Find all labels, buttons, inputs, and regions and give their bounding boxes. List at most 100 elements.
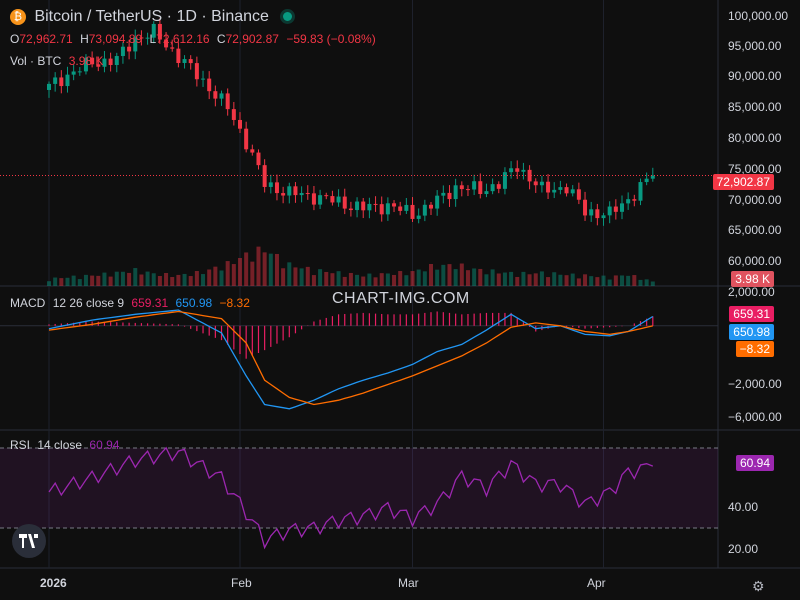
candle-body	[404, 204, 409, 211]
macd-signal-tag: −8.32	[735, 341, 774, 357]
macd-line	[48, 309, 654, 410]
candle-body	[108, 58, 113, 66]
ohlc-h-label: H	[80, 32, 89, 46]
volume-bar	[262, 252, 267, 286]
volume-bar	[552, 272, 557, 286]
volume-bar	[650, 281, 655, 286]
volume-bar	[299, 268, 304, 286]
candle-body	[157, 23, 162, 40]
volume-bar	[120, 271, 125, 286]
volume-bar	[287, 262, 292, 286]
ohlc-open: 72,962.71	[19, 32, 73, 46]
candle-body	[447, 192, 452, 200]
candle-body	[619, 203, 625, 212]
volume-bar	[589, 276, 594, 286]
candle-body	[201, 78, 206, 80]
candle-body	[151, 23, 156, 38]
volume-bar	[139, 274, 144, 286]
volume-bar	[619, 275, 625, 286]
chart-title-bar: ₿ Bitcoin / TetherUS · 1D · Binance	[10, 8, 296, 26]
volume-bar	[632, 275, 637, 286]
volume-bar	[527, 274, 532, 286]
candle-body	[478, 181, 483, 195]
price-tick: 90,000.00	[728, 69, 782, 83]
volume-bar	[151, 273, 156, 286]
volume-bar	[379, 273, 384, 286]
candle-body	[213, 91, 218, 99]
ohlc-o-label: O	[10, 32, 20, 46]
volume-bar	[348, 272, 353, 286]
volume-bar	[558, 274, 563, 286]
candle-body	[194, 63, 199, 80]
volume-bar	[355, 274, 360, 286]
rsi-band-background	[0, 448, 718, 528]
volume-bar	[176, 274, 181, 286]
candle-body	[164, 39, 169, 48]
volume-bar	[114, 271, 119, 286]
volume-bar	[318, 269, 323, 286]
volume-bar	[231, 264, 236, 286]
volume-bar	[465, 270, 470, 286]
volume-bar	[607, 279, 612, 286]
candle-body	[348, 208, 353, 211]
volume-bar	[509, 271, 514, 286]
candle-body	[638, 182, 643, 201]
price-tick: 80,000.00	[728, 131, 782, 145]
candle-body	[570, 189, 575, 194]
candle-body	[336, 196, 341, 203]
candle-body	[416, 215, 421, 219]
candle-body	[392, 203, 397, 207]
time-tick: 2026	[40, 576, 67, 590]
market-status-dot	[283, 12, 293, 21]
volume-bar	[490, 269, 495, 286]
candle-body	[59, 77, 64, 87]
candle-body	[558, 187, 563, 190]
volume-bar	[201, 274, 206, 286]
volume-bar	[59, 278, 64, 286]
price-tick: 95,000.00	[728, 39, 782, 53]
tradingview-logo-icon[interactable]	[12, 524, 46, 558]
volume-bar	[207, 269, 212, 286]
volume-bar	[539, 271, 544, 286]
volume-bar	[194, 271, 199, 286]
volume-bar	[533, 273, 538, 286]
candle-body	[472, 181, 477, 190]
candle-body	[484, 191, 489, 195]
candle-body	[521, 169, 526, 172]
candle-body	[361, 201, 366, 211]
candle-body	[225, 93, 230, 110]
symbol-title[interactable]: Bitcoin / TetherUS · 1D · Binance	[34, 8, 269, 25]
settings-gear-icon[interactable]: ⚙	[752, 578, 765, 594]
candle-body	[527, 169, 532, 182]
rsi-legend: RSI 14 close 60.94	[10, 438, 123, 452]
watermark: CHART-IMG.COM	[332, 290, 470, 307]
ohlc-low: 72,612.16	[156, 32, 210, 46]
candle-body	[496, 184, 501, 189]
volume-bar	[570, 273, 575, 286]
candle-body	[170, 47, 175, 49]
candle-body	[231, 109, 236, 120]
volume-bar	[225, 261, 230, 286]
volume-bar	[472, 268, 477, 286]
macd-tick: −2,000.00	[728, 377, 782, 391]
candle-body	[632, 199, 637, 201]
candle-body	[465, 189, 470, 191]
candle-body	[219, 93, 224, 99]
candle-body	[287, 186, 292, 196]
volume-bar	[102, 272, 107, 286]
volume-bar	[478, 268, 483, 286]
volume-bar	[459, 263, 464, 286]
candle-body	[305, 193, 310, 195]
volume-bar	[268, 253, 273, 286]
candle-body	[502, 172, 507, 189]
ohlc-close: 72,902.87	[225, 32, 279, 46]
candle-body	[342, 196, 347, 209]
candle-body	[83, 57, 88, 72]
volume-bar	[256, 246, 261, 286]
candle-body	[435, 195, 440, 209]
volume-bar	[157, 276, 162, 286]
candle-body	[355, 201, 360, 211]
candle-body	[46, 83, 52, 90]
volume-bar	[392, 274, 397, 286]
